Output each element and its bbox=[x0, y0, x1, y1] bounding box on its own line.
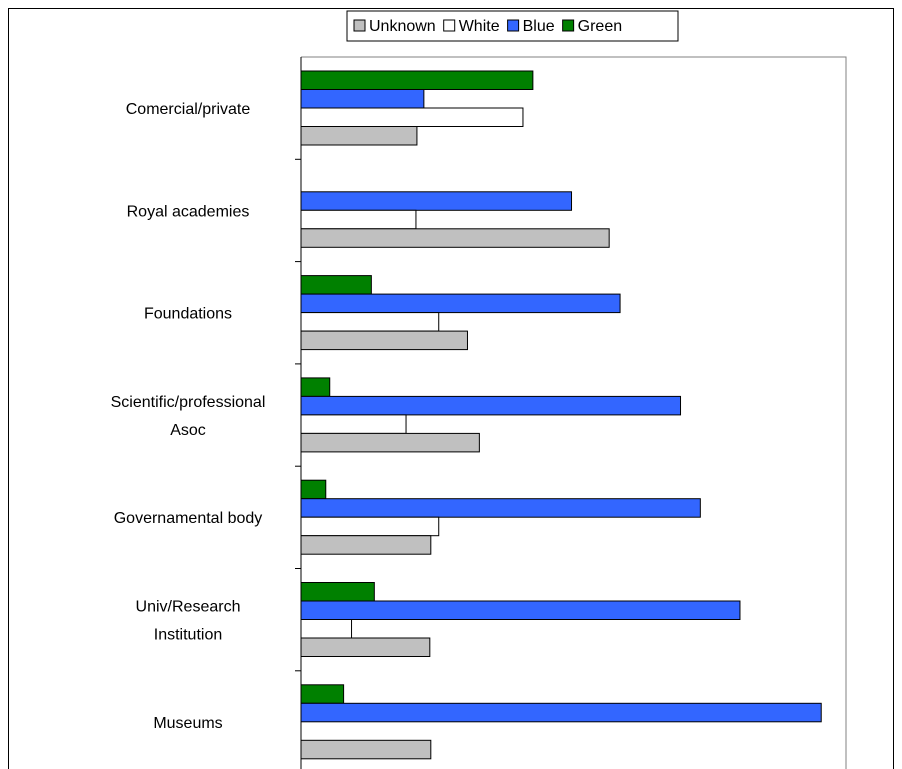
bar-green-comercial-private bbox=[300, 70, 534, 90]
category-label: Comercial/private bbox=[126, 101, 251, 118]
legend-swatch-white bbox=[443, 19, 456, 32]
bar-green-univ-research-institution bbox=[300, 582, 375, 602]
bar-white-scientific-professional-asoc bbox=[300, 414, 407, 434]
bar-green-museums bbox=[300, 684, 345, 704]
bar-white-univ-research-institution bbox=[300, 619, 353, 639]
category-label: Scientific/professional Asoc bbox=[111, 394, 266, 439]
bar-white-comercial-private bbox=[300, 107, 524, 127]
chart-legend: Unknown White Blue Green bbox=[346, 10, 679, 42]
bar-unknown-scientific-professional-asoc bbox=[300, 432, 480, 453]
category-label: Univ/Research Institution bbox=[136, 599, 241, 644]
category-label: Governamental body bbox=[114, 510, 263, 527]
bar-white-governamental-body bbox=[300, 516, 440, 537]
legend-label-white: White bbox=[459, 18, 500, 35]
legend-label-blue: Blue bbox=[523, 18, 555, 35]
plot-area bbox=[301, 56, 847, 769]
bar-white-foundations bbox=[300, 312, 440, 332]
bar-blue-royal-academies bbox=[300, 191, 573, 211]
bar-unknown-museums bbox=[300, 739, 432, 760]
bars-group bbox=[300, 70, 822, 760]
bar-green-governamental-body bbox=[300, 479, 327, 500]
bar-white-royal-academies bbox=[300, 209, 417, 230]
bar-unknown-univ-research-institution bbox=[300, 637, 431, 657]
category-labels: Comercial/private Royal academies Foundati… bbox=[111, 101, 266, 732]
category-label: Foundations bbox=[144, 306, 232, 323]
bar-unknown-governamental-body bbox=[300, 535, 432, 555]
plot-border bbox=[301, 56, 847, 769]
bar-blue-univ-research-institution bbox=[300, 600, 741, 620]
bar-unknown-comercial-private bbox=[300, 126, 418, 146]
legend-label-unknown: Unknown bbox=[369, 18, 436, 35]
bar-blue-comercial-private bbox=[300, 89, 425, 109]
bar-unknown-foundations bbox=[300, 330, 468, 351]
category-label: Royal academies bbox=[127, 203, 250, 220]
legend-swatch-green bbox=[562, 19, 575, 32]
chart-frame bbox=[8, 8, 894, 769]
bar-unknown-royal-academies bbox=[300, 228, 610, 248]
bar-blue-museums bbox=[300, 702, 822, 723]
legend-swatch-unknown bbox=[353, 19, 366, 32]
legend-swatch-blue bbox=[507, 19, 520, 32]
bar-blue-governamental-body bbox=[300, 498, 701, 518]
category-axis bbox=[295, 57, 302, 769]
bar-green-foundations bbox=[300, 275, 372, 295]
bar-green-scientific-professional-asoc bbox=[300, 377, 331, 397]
bar-blue-scientific-professional-asoc bbox=[300, 395, 682, 416]
bar-blue-foundations bbox=[300, 293, 621, 314]
legend-label-green: Green bbox=[578, 18, 622, 35]
category-label: Museums bbox=[153, 715, 222, 732]
